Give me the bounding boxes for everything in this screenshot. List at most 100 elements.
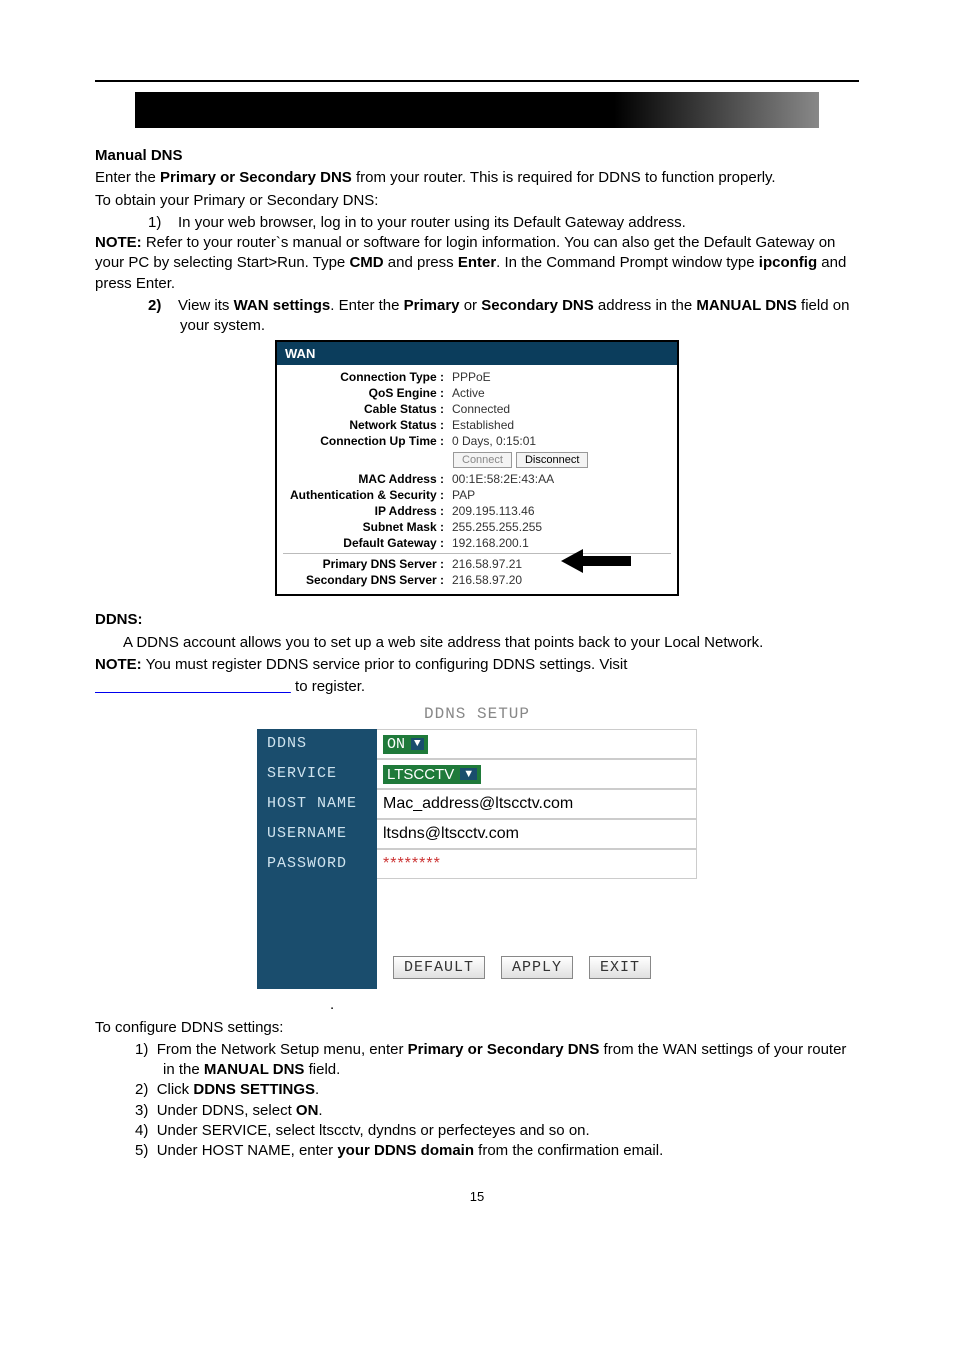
text: From the Network Setup menu, enter: [157, 1041, 408, 1058]
text: . In the Command Prompt window type: [496, 254, 759, 271]
num: 5): [135, 1142, 148, 1159]
text: to register.: [291, 678, 365, 695]
ddns-grid: DDNS ON▼ SERVICE LTSCCTV▼ HOST NAME Mac_…: [257, 729, 697, 989]
ddns-label: USERNAME: [257, 819, 377, 849]
wan-value: PAP: [448, 488, 671, 502]
ddns-heading: DDNS:: [95, 610, 859, 630]
text: CMD: [349, 254, 383, 271]
wan-value: Connected: [448, 402, 671, 416]
wan-label: Secondary DNS Server :: [283, 573, 448, 587]
ddns-value-cell: ltsdns@ltscctv.com: [377, 819, 697, 849]
chevron-down-icon: ▼: [411, 738, 424, 750]
text: ON: [296, 1102, 319, 1119]
wan-value: 216.58.97.20: [448, 573, 671, 587]
configure-heading: To configure DDNS settings:: [95, 1018, 859, 1038]
text: In your web browser, log in to your rout…: [178, 214, 686, 231]
service-select-value: LTSCCTV: [387, 766, 454, 783]
wan-row: IP Address :209.195.113.46: [283, 503, 671, 519]
text: Primary or Secondary DNS: [408, 1041, 600, 1058]
wan-label: IP Address :: [283, 504, 448, 518]
wan-value: PPPoE: [448, 370, 671, 384]
wan-label: Primary DNS Server :: [283, 557, 448, 571]
obtain-steps: 1) In your web browser, log in to your r…: [95, 213, 859, 233]
obtain-line: To obtain your Primary or Secondary DNS:: [95, 191, 859, 211]
ddns-label: DDNS: [257, 729, 377, 759]
ddns-note: NOTE: You must register DDNS service pri…: [95, 655, 859, 675]
text: . Enter the: [330, 297, 403, 314]
wan-row: Subnet Mask :255.255.255.255: [283, 519, 671, 535]
wan-row: Secondary DNS Server :216.58.97.20: [283, 572, 671, 588]
wan-row: QoS Engine :Active: [283, 385, 671, 401]
default-button[interactable]: DEFAULT: [393, 956, 485, 979]
wan-value: 216.58.97.21: [448, 557, 671, 571]
wan-label: Authentication & Security :: [283, 488, 448, 502]
num: 2): [148, 297, 161, 314]
text: DDNS SETTINGS: [193, 1081, 315, 1098]
manual-dns-intro: Enter the Primary or Secondary DNS from …: [95, 168, 859, 188]
text: Enter the: [95, 169, 160, 186]
username-input[interactable]: ltsdns@ltscctv.com: [383, 825, 519, 843]
wan-value: 0 Days, 0:15:01: [448, 434, 671, 448]
wan-label: MAC Address :: [283, 472, 448, 486]
text: and press: [384, 254, 458, 271]
wan-value: Established: [448, 418, 671, 432]
exit-button[interactable]: EXIT: [589, 956, 651, 979]
wan-label: Default Gateway :: [283, 536, 448, 550]
text: Under SERVICE, select ltscctv, dyndns or…: [157, 1122, 590, 1139]
ddns-label: PASSWORD: [257, 849, 377, 879]
wan-label: Connection Type :: [283, 370, 448, 384]
page: Manual DNS Enter the Primary or Secondar…: [0, 0, 954, 1234]
text: Secondary DNS: [481, 297, 594, 314]
num: 1): [135, 1041, 148, 1058]
text: Click: [157, 1081, 194, 1098]
list-item: 2) Click DDNS SETTINGS.: [95, 1080, 859, 1100]
note-label: NOTE:: [95, 656, 142, 673]
chevron-down-icon: ▼: [460, 768, 477, 780]
text: address in the: [594, 297, 697, 314]
stray-period: .: [330, 995, 859, 1015]
text: or: [460, 297, 482, 314]
num: 1): [148, 214, 161, 231]
apply-button[interactable]: APPLY: [501, 956, 573, 979]
wan-label: Subnet Mask :: [283, 520, 448, 534]
text-bold: Primary or Secondary DNS: [160, 169, 352, 186]
wan-body: Connection Type :PPPoE QoS Engine :Activ…: [277, 365, 677, 594]
wan-label: Cable Status :: [283, 402, 448, 416]
ddns-setup-panel: DDNS SETUP DDNS ON▼ SERVICE LTSCCTV▼ HOS…: [257, 701, 697, 989]
connect-button[interactable]: Connect: [453, 452, 512, 468]
text: .: [315, 1081, 319, 1098]
text: MANUAL DNS: [696, 297, 797, 314]
ddns-label: SERVICE: [257, 759, 377, 789]
ddns-value-cell: ********: [377, 849, 697, 879]
host-name-input[interactable]: Mac_address@ltscctv.com: [383, 795, 573, 813]
ddns-para: A DDNS account allows you to set up a we…: [95, 633, 859, 653]
service-select[interactable]: LTSCCTV ▼: [383, 765, 481, 784]
ddns-value-cell: Mac_address@ltscctv.com: [377, 789, 697, 819]
disconnect-button[interactable]: Disconnect: [516, 452, 588, 468]
list-item: 5) Under HOST NAME, enter your DDNS doma…: [95, 1141, 859, 1161]
password-input[interactable]: ********: [383, 855, 441, 873]
note-para: NOTE: Refer to your router`s manual or s…: [95, 233, 859, 294]
ddns-footer-left: [257, 879, 377, 989]
text: View its: [178, 297, 234, 314]
arrow-icon: [561, 548, 631, 572]
text: WAN settings: [234, 297, 331, 314]
ddns-select[interactable]: ON ▼: [383, 735, 428, 754]
list-item: 4) Under SERVICE, select ltscctv, dyndns…: [95, 1121, 859, 1141]
page-number: 15: [95, 1189, 859, 1204]
wan-label: Connection Up Time :: [283, 434, 448, 448]
ddns-value-cell: LTSCCTV ▼: [377, 759, 697, 789]
wan-row: Network Status :Established: [283, 417, 671, 433]
wan-label: Network Status :: [283, 418, 448, 432]
ddns-select-value: ON: [387, 736, 405, 753]
wan-row: Authentication & Security :PAP: [283, 487, 671, 503]
obtain-steps-2: 2) View its WAN settings. Enter the Prim…: [95, 296, 859, 337]
text: your DDNS domain: [337, 1142, 474, 1159]
text: Primary: [404, 297, 460, 314]
register-link[interactable]: [95, 678, 291, 695]
text: from the confirmation email.: [474, 1142, 663, 1159]
text: Enter: [458, 254, 496, 271]
wan-row: MAC Address :00:1E:58:2E:43:AA: [283, 471, 671, 487]
wan-label: QoS Engine :: [283, 386, 448, 400]
wan-row: Connection Up Time :0 Days, 0:15:01: [283, 433, 671, 449]
